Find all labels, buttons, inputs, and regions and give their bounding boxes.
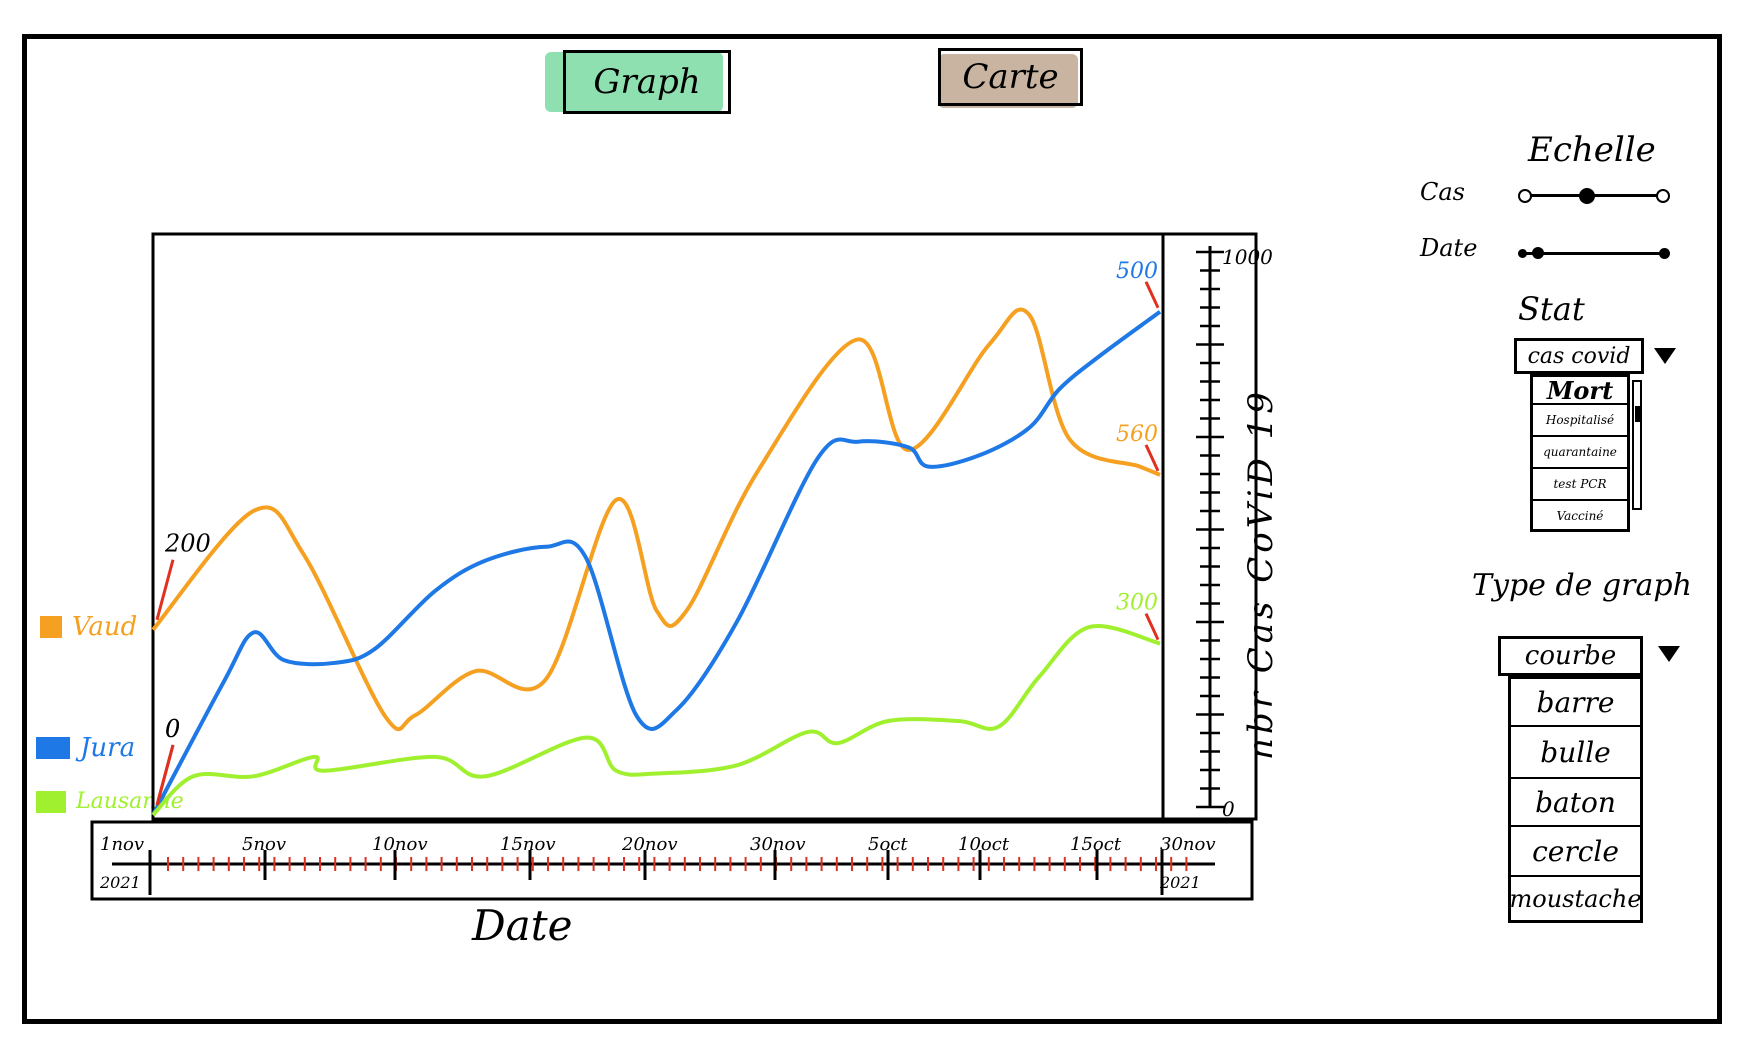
scale-slider-cas-start: [1518, 189, 1532, 203]
scale-slider-date-start: [1518, 249, 1527, 258]
graph-type-option-barre[interactable]: barre: [1511, 679, 1640, 727]
legend-swatch-vaud: [40, 616, 62, 638]
graph-type-dropdown-value: courbe: [1524, 641, 1617, 671]
stat-dropdown-value: cas covid: [1527, 343, 1631, 369]
stat-dropdown[interactable]: cas covid: [1514, 338, 1644, 374]
stat-list-scrollbar-thumb[interactable]: [1635, 406, 1640, 422]
stat-list-scrollbar[interactable]: [1632, 380, 1642, 510]
stat-option-hospitalise[interactable]: Hospitalisé: [1533, 405, 1627, 437]
graph-type-option-bulle[interactable]: bulle: [1511, 727, 1640, 779]
scale-slider-date-track: [1522, 252, 1666, 255]
graph-type-dropdown-caret-icon[interactable]: [1658, 646, 1680, 662]
legend-item-jura[interactable]: Jura: [36, 733, 135, 763]
scale-slider-cas[interactable]: [1518, 188, 1670, 204]
graph-type-option-baton[interactable]: baton: [1511, 779, 1640, 827]
scale-label-date: Date: [1420, 234, 1478, 262]
legend-label-lausanne: Lausanne: [76, 789, 184, 814]
scale-title: Echelle: [1528, 130, 1656, 170]
stat-dropdown-caret-icon[interactable]: [1654, 348, 1676, 364]
window-frame: [22, 34, 1722, 1024]
graph-type-title: Type de graph: [1472, 568, 1692, 603]
tab-carte[interactable]: Carte: [938, 48, 1083, 106]
graph-type-option-moustache[interactable]: moustache: [1509, 884, 1642, 913]
stat-title: Stat: [1518, 290, 1585, 328]
legend-item-lausanne[interactable]: Lausanne: [36, 789, 184, 814]
graph-type-option-cercle[interactable]: cercle: [1511, 827, 1640, 877]
stat-option-quarantaine[interactable]: quarantaine: [1533, 437, 1627, 469]
scale-slider-date[interactable]: [1518, 246, 1670, 260]
tab-carte-highlight: [938, 54, 1078, 108]
tab-graph[interactable]: Graph: [563, 50, 731, 114]
graph-type-dropdown[interactable]: courbe: [1498, 636, 1643, 676]
stat-options-list: Mort Hospitalisé quarantaine test PCR Va…: [1530, 374, 1630, 532]
graph-type-options-list: barre bulle baton cercle moustache: [1508, 676, 1643, 923]
legend-swatch-lausanne: [36, 790, 66, 813]
scale-slider-cas-end: [1656, 189, 1670, 203]
tab-graph-highlight: [545, 52, 723, 112]
scale-slider-cas-thumb[interactable]: [1579, 188, 1596, 204]
legend-label-jura: Jura: [80, 733, 136, 763]
stat-option-vaccine[interactable]: Vacciné: [1556, 509, 1604, 523]
stat-option-test-pcr[interactable]: test PCR: [1533, 469, 1627, 501]
stat-option-mort[interactable]: Mort: [1533, 376, 1627, 405]
scale-slider-date-end: [1659, 248, 1670, 259]
scale-label-cas: Cas: [1420, 178, 1465, 206]
legend-item-vaud[interactable]: Vaud: [40, 612, 137, 642]
scale-slider-date-thumb[interactable]: [1532, 247, 1544, 259]
legend-swatch-jura: [36, 737, 70, 759]
legend-label-vaud: Vaud: [72, 612, 138, 642]
